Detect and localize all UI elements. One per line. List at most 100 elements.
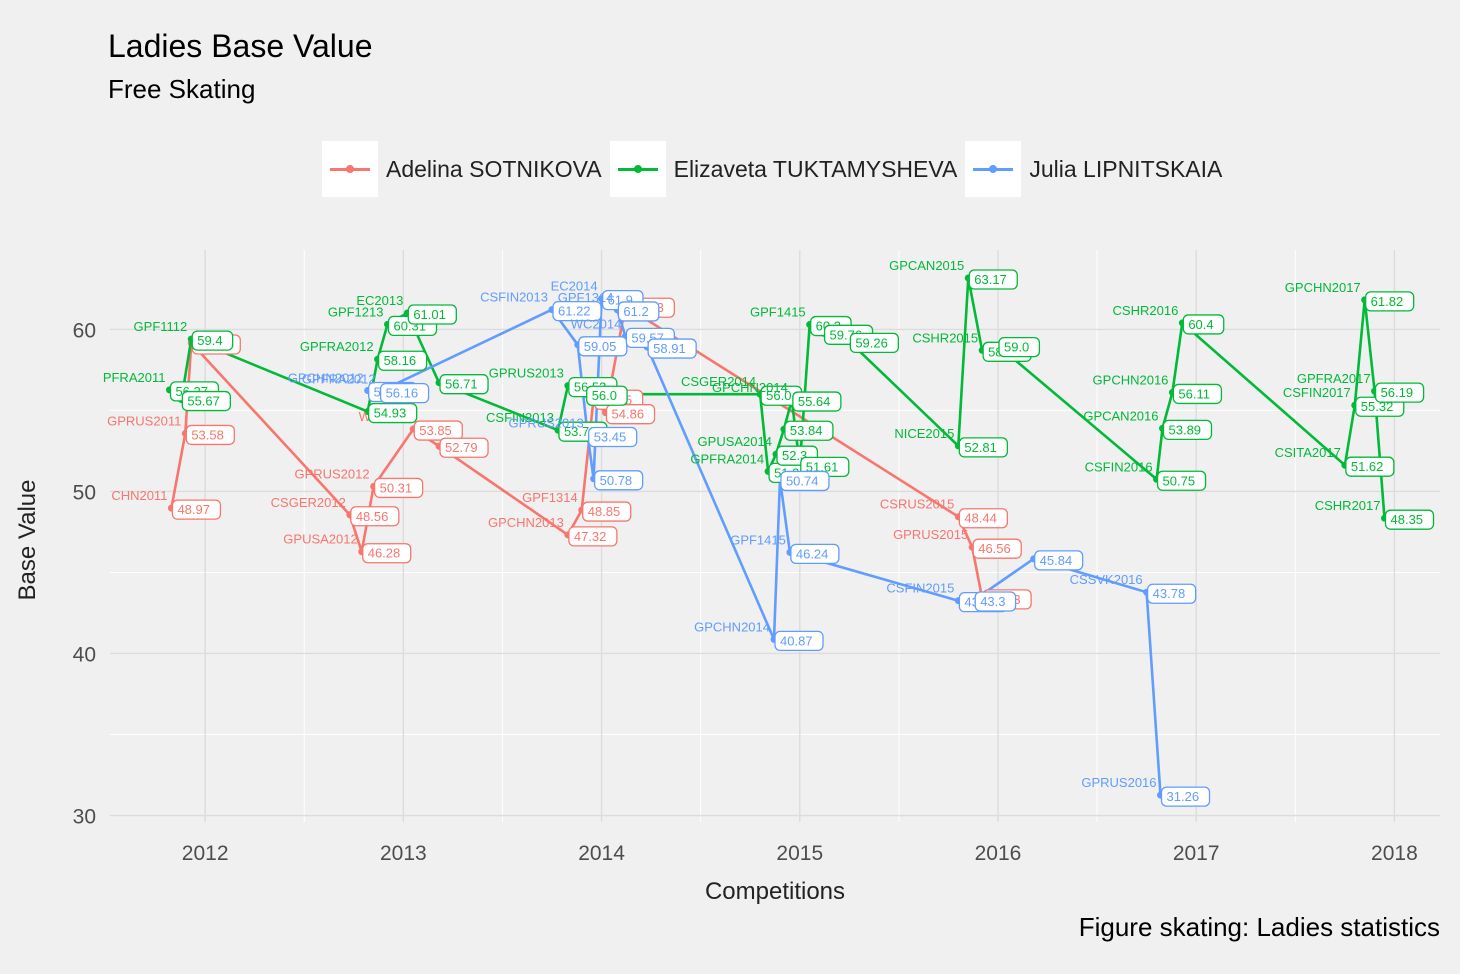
value-label: 56.71 bbox=[439, 374, 489, 395]
value-label-box bbox=[1146, 583, 1197, 604]
value-label-box bbox=[439, 437, 489, 458]
value-label: 55.64 bbox=[792, 391, 842, 412]
competition-label: GPCAN2015 bbox=[889, 258, 964, 273]
value-label-text: 47.32 bbox=[574, 529, 607, 544]
value-label-box bbox=[1162, 419, 1213, 441]
value-label: 31.26 bbox=[1160, 786, 1211, 807]
value-label: 56.0 bbox=[586, 385, 628, 406]
competition-label: GPFRA2012 bbox=[302, 372, 376, 387]
value-label-text: 50.75 bbox=[1163, 473, 1196, 488]
value-label: 53.58 bbox=[185, 424, 235, 446]
legend-label: Julia LIPNITSKAIA bbox=[1029, 155, 1223, 182]
value-label: 59.4 bbox=[191, 330, 234, 351]
competition-label: CSFIN2013 bbox=[480, 290, 548, 305]
value-label-text: 61.2 bbox=[623, 304, 648, 319]
value-label-text: 53.85 bbox=[419, 423, 452, 438]
competition-label: CSHR2015 bbox=[912, 330, 978, 345]
legend: Adelina SOTNIKOVA Elizaveta TUKTAMYSHEVA… bbox=[322, 140, 1222, 198]
value-label: 53.45 bbox=[588, 426, 638, 448]
value-label-box bbox=[588, 426, 638, 448]
value-label-text: 61.01 bbox=[413, 307, 446, 322]
value-label-box bbox=[586, 385, 628, 406]
value-label-text: 59.0 bbox=[1004, 340, 1029, 355]
value-label: 61.01 bbox=[407, 304, 457, 325]
competition-label: CSFIN2016 bbox=[1085, 459, 1153, 474]
value-label: 48.97 bbox=[171, 499, 222, 520]
value-label-box bbox=[377, 350, 428, 371]
competition-label: CSFIN2013 bbox=[486, 410, 554, 425]
value-label-box bbox=[974, 591, 1017, 612]
value-label: 63.17 bbox=[968, 269, 1018, 290]
chart-title: Ladies Base Value bbox=[108, 28, 373, 64]
y-axis-label: Base Value bbox=[14, 479, 41, 601]
x-tick-label: 2015 bbox=[776, 842, 823, 865]
value-label: 46.56 bbox=[972, 538, 1022, 559]
value-label-text: 48.35 bbox=[1391, 512, 1424, 527]
value-label-box bbox=[647, 338, 697, 359]
competition-label: CSGER2012 bbox=[271, 495, 346, 510]
legend-key-icon bbox=[322, 141, 378, 197]
value-label: 53.84 bbox=[784, 420, 834, 441]
x-tick-label: 2012 bbox=[182, 842, 229, 865]
x-tick-label: 2017 bbox=[1173, 842, 1220, 865]
value-label-box bbox=[968, 269, 1018, 290]
value-label: 55.67 bbox=[181, 390, 232, 412]
competition-label: NICE2015 bbox=[894, 426, 954, 441]
value-label-text: 58.91 bbox=[653, 341, 686, 356]
value-label: 56.16 bbox=[379, 382, 430, 404]
value-label: 61.2 bbox=[617, 301, 660, 322]
value-label: 53.89 bbox=[1162, 419, 1213, 441]
value-label-text: 52.79 bbox=[445, 440, 478, 455]
value-label-text: 53.58 bbox=[191, 427, 224, 442]
value-label: 53.85 bbox=[413, 420, 463, 441]
value-label: 61.22 bbox=[552, 300, 602, 322]
value-label-box bbox=[373, 477, 424, 499]
x-tick-label: 2018 bbox=[1371, 842, 1418, 865]
value-label: 56.19 bbox=[1374, 382, 1425, 403]
value-label-box bbox=[849, 332, 899, 354]
value-label-box bbox=[552, 300, 602, 322]
value-label-box bbox=[1156, 470, 1207, 491]
value-label-text: 48.85 bbox=[588, 504, 621, 519]
value-label-text: 50.74 bbox=[786, 473, 819, 488]
competition-label: GPCHN2013 bbox=[488, 515, 564, 530]
value-label-box bbox=[191, 330, 234, 351]
competition-label: GPUSA2012 bbox=[283, 532, 357, 547]
value-label: 60.4 bbox=[1182, 314, 1225, 335]
value-label: 48.44 bbox=[958, 508, 1008, 529]
value-label-box bbox=[1365, 291, 1415, 312]
value-label-text: 56.71 bbox=[445, 377, 478, 392]
value-label-box bbox=[1384, 509, 1435, 530]
value-label-text: 63.17 bbox=[974, 272, 1007, 287]
value-label-text: 50.31 bbox=[380, 480, 413, 495]
competition-label: CSHR2017 bbox=[1315, 498, 1381, 513]
value-label-text: 45.84 bbox=[1040, 553, 1073, 568]
y-tick-label: 40 bbox=[73, 643, 96, 666]
series-line-0 bbox=[170, 304, 984, 599]
value-label-text: 56.0 bbox=[766, 388, 791, 403]
value-label-box bbox=[181, 390, 232, 412]
value-label-box bbox=[792, 391, 842, 412]
value-label: 46.28 bbox=[362, 543, 412, 564]
competition-label: GPRUS2011 bbox=[107, 413, 181, 428]
value-label-box bbox=[1160, 786, 1211, 807]
value-label-text: 48.44 bbox=[964, 511, 997, 526]
legend-item-sotnikova: Adelina SOTNIKOVA bbox=[322, 141, 602, 197]
value-label-box bbox=[1034, 550, 1084, 571]
competition-label: GPFRA2014 bbox=[690, 451, 764, 466]
value-label-text: 56.16 bbox=[386, 386, 419, 401]
value-label: 46.24 bbox=[790, 543, 840, 565]
legend-key-icon bbox=[965, 141, 1022, 197]
value-label: 59.0 bbox=[998, 336, 1041, 358]
x-tick-label: 2014 bbox=[578, 842, 625, 865]
value-label-box bbox=[958, 508, 1008, 529]
value-label-text: 46.28 bbox=[368, 546, 401, 561]
value-label-box bbox=[407, 304, 457, 325]
competition-label: GPFRA2017 bbox=[1297, 371, 1371, 386]
value-label-box bbox=[1374, 382, 1425, 403]
competition-label: GPRUS2013 bbox=[489, 366, 564, 381]
value-label: 58.16 bbox=[377, 350, 428, 371]
competition-label: CSGER2014 bbox=[681, 374, 756, 389]
value-label: 59.26 bbox=[849, 332, 899, 354]
value-label-text: 52.81 bbox=[964, 440, 997, 455]
